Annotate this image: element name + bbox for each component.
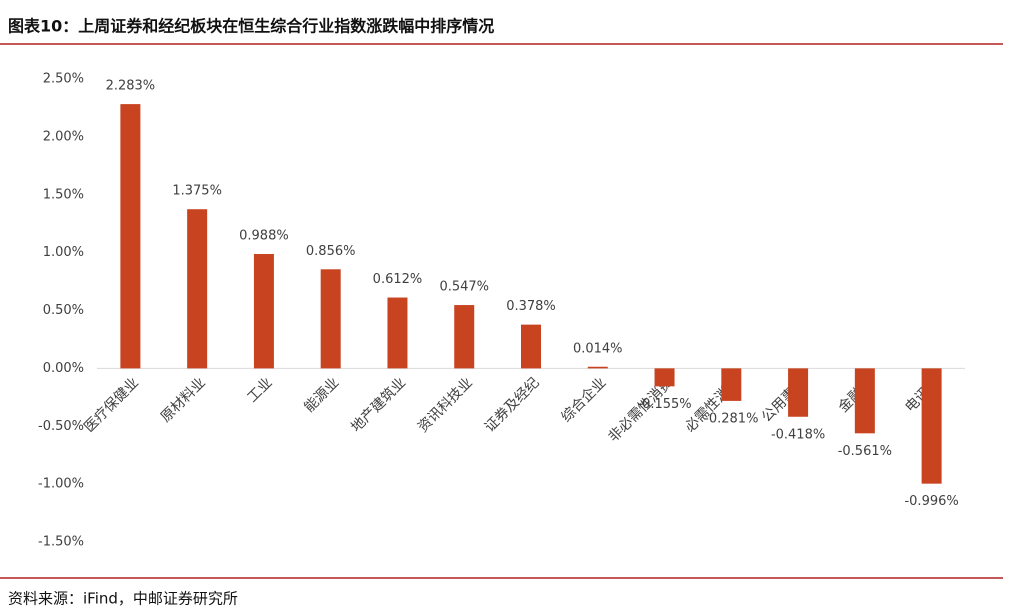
value-label: -0.996% [904,494,958,509]
bar [921,368,942,484]
x-tick-label: 综合企业 [558,374,610,426]
value-label: 0.612% [373,272,423,287]
value-label: -0.561% [838,444,892,459]
value-label: 0.547% [439,280,489,295]
x-tick-label: 能源业 [301,375,342,416]
y-tick-label: 2.00% [43,129,84,144]
x-tick-label: 证券及经纪 [482,375,543,436]
value-label: -0.155% [637,397,691,412]
bar [521,324,541,369]
y-tick-label: -1.00% [38,477,84,492]
bar [854,368,875,434]
source: 资料来源：iFind，中邮证券研究所 [8,590,238,608]
y-tick-label: 2.50% [43,72,84,87]
bar [253,254,274,369]
bar [788,368,809,417]
value-label: 0.378% [506,299,556,314]
value-label: -0.281% [704,411,758,426]
x-tick-label: 原材料业 [158,375,209,426]
bar [654,368,675,387]
value-label: 0.856% [306,244,356,259]
y-tick-label: 1.00% [43,245,84,260]
x-tick-label: 医疗保健业 [81,375,142,436]
y-tick-label: 1.50% [43,187,84,202]
value-label: 0.014% [573,341,623,356]
value-label: -0.418% [771,427,825,442]
y-tick-label: 0.00% [43,361,84,376]
value-label: 1.375% [172,184,222,199]
chart-title: 图表10：上周证券和经纪板块在恒生综合行业指数涨跌幅中排序情况 [8,17,494,36]
x-tick-label: 工业 [244,375,275,406]
bar [120,104,141,369]
value-label: 0.988% [239,229,289,244]
bar [187,209,208,369]
y-tick-label: -1.50% [38,535,84,550]
bar [387,297,408,369]
y-tick-label: 0.50% [43,303,84,318]
bar [320,269,341,369]
x-tick-label: 资讯科技业 [415,375,476,436]
bar [454,305,475,369]
y-tick-label: -0.50% [38,419,84,434]
x-tick-label: 地产建筑业 [348,375,409,436]
value-label: 2.283% [106,79,156,94]
bar [587,366,608,369]
bar [721,368,742,401]
